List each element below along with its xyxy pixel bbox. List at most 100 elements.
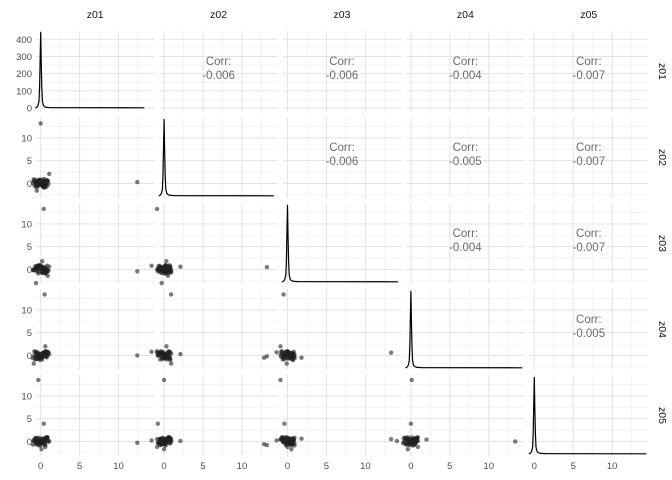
density-curve-z05 <box>528 376 647 455</box>
scatter-point <box>274 350 279 355</box>
scatter-point <box>157 439 162 444</box>
panel-z02-z03: -0.006 <box>282 117 402 198</box>
strip-right-z04: z04 <box>656 321 668 338</box>
strip-right-z03: z03 <box>656 235 668 252</box>
scatter-point <box>165 350 171 355</box>
scatter-point <box>42 292 47 297</box>
panel-z05-z04 <box>394 375 525 456</box>
corr-value-z04-z05: -0.005 <box>572 328 605 340</box>
y-axis-label: 0 <box>27 104 32 115</box>
scatter-point <box>154 444 160 450</box>
panel-z04-z01 <box>30 289 155 370</box>
strip-right-z05: z05 <box>656 407 668 424</box>
y-axis-label: 0 <box>27 179 32 190</box>
panel-z03-z04: -0.004 <box>406 203 525 284</box>
panel-z01-z04: -0.004 <box>406 31 525 112</box>
scatter-point <box>161 351 166 356</box>
y-axis-label: 10 <box>21 305 32 316</box>
y-axis-label: 0 <box>27 351 32 362</box>
scatter-point <box>286 436 291 441</box>
corr-value-z01-z02: -0.006 <box>202 70 235 82</box>
x-axis-label: 0 <box>285 461 290 472</box>
scatter-point <box>34 188 39 193</box>
scatter-point <box>149 438 154 443</box>
scatter-point <box>155 421 160 426</box>
y-axis-label: 100 <box>16 86 32 97</box>
panel-z03-z03 <box>281 203 402 284</box>
panel-z02-z01 <box>30 117 155 198</box>
x-axis-label: 10 <box>483 461 494 472</box>
scatter-point <box>165 273 171 278</box>
scatter-point <box>168 292 174 297</box>
y-axis-label: 10 <box>21 219 32 230</box>
scatter-point <box>283 439 289 444</box>
corr-label-z04-z05: Corr: <box>576 314 602 326</box>
scatter-point <box>41 206 46 212</box>
scatter-point <box>33 437 39 442</box>
x-axis-label: 5 <box>447 461 452 472</box>
y-axis-label: 10 <box>21 133 32 144</box>
scatter-point <box>157 268 162 273</box>
panel-z04-z03 <box>261 289 402 370</box>
scatter-point <box>47 171 52 177</box>
x-axis-label: 5 <box>324 461 329 472</box>
scatter-point <box>409 439 414 444</box>
scatter-point <box>168 267 174 273</box>
scatter-point <box>415 444 421 450</box>
scatter-point <box>409 377 414 383</box>
panel-z03-z01 <box>30 203 155 286</box>
scatter-point <box>154 206 160 212</box>
scatter-point <box>164 344 169 349</box>
density-curve-z02 <box>158 118 274 197</box>
x-axis-label: 10 <box>360 461 371 472</box>
scatter-point <box>43 444 48 450</box>
panel-z05-z02 <box>149 375 278 456</box>
corr-label-z01-z03: Corr: <box>329 56 355 68</box>
scatter-point <box>411 442 417 447</box>
y-axis-label: 10 <box>21 391 32 402</box>
scatter-point <box>168 264 173 269</box>
scatter-point <box>41 421 46 426</box>
scatter-point <box>161 447 167 452</box>
scatter-point <box>37 357 43 363</box>
scatter-point <box>33 180 39 186</box>
panel-z02-z04: -0.005 <box>406 117 525 198</box>
y-axis-label: 300 <box>16 52 32 63</box>
panel-z04-z02 <box>149 289 278 370</box>
panel-z01-z05: -0.007 <box>529 31 648 112</box>
strip-right-z02: z02 <box>656 149 668 166</box>
scatter-point <box>154 349 160 354</box>
scatter-point <box>285 444 290 450</box>
scatter-point <box>278 344 283 349</box>
corr-label-z01-z02: Corr: <box>206 56 232 68</box>
scatter-point <box>39 447 44 452</box>
scatter-point <box>299 436 304 441</box>
x-axis-label: 5 <box>77 461 82 472</box>
scatter-point <box>284 361 289 366</box>
y-axis-label: 0 <box>27 265 32 276</box>
panel-z04-z05: -0.005 <box>529 289 648 370</box>
scatter-point <box>408 421 414 426</box>
corr-value-z03-z04: -0.004 <box>449 242 482 254</box>
scatter-point <box>45 273 50 278</box>
corr-label-z02-z05: Corr: <box>576 142 602 154</box>
scatter-point <box>37 177 43 182</box>
scatter-point <box>161 436 166 441</box>
panel-z04-z04 <box>405 289 525 370</box>
density-curve-z03 <box>281 204 399 283</box>
scatter-point <box>31 361 36 366</box>
scatter-point <box>286 351 291 356</box>
scatter-point <box>168 361 174 366</box>
scatter-point <box>400 441 406 446</box>
scatter-point <box>135 269 140 274</box>
scatter-point <box>44 355 50 360</box>
scatter-point <box>178 438 183 444</box>
scatter-point <box>159 280 164 286</box>
scatter-point <box>36 271 41 276</box>
corr-value-z02-z03: -0.006 <box>326 156 359 168</box>
panel-z05-z05 <box>528 375 648 456</box>
scatter-point <box>135 353 140 358</box>
scatter-point <box>178 351 183 357</box>
scatter-point <box>261 442 267 447</box>
